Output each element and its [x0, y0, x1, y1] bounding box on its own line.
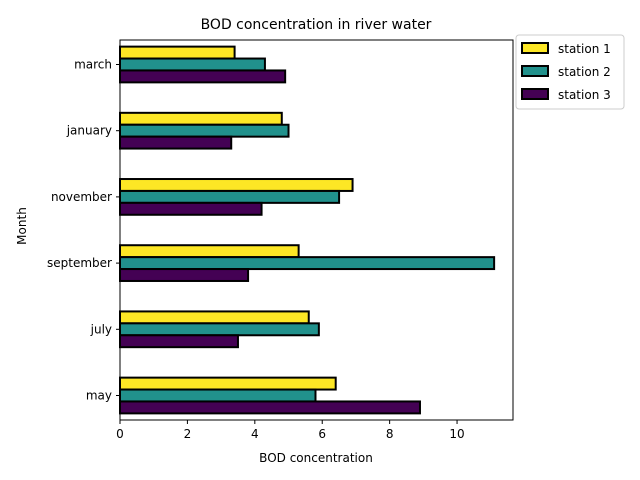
y-axis-label: Month: [15, 207, 29, 245]
y-tick-label: july: [90, 322, 112, 336]
x-axis-label: BOD concentration: [259, 451, 373, 465]
bar-september-station-2: [119, 256, 496, 271]
y-tick-label: november: [51, 190, 112, 204]
bar-november-station-3: [119, 201, 263, 216]
bar-march-station-1: [119, 45, 236, 60]
bar-may-station-3: [119, 400, 421, 415]
y-tick-label: march: [74, 57, 112, 71]
bar-september-station-3: [119, 268, 250, 282]
legend-swatch-station-2: [521, 65, 549, 77]
legend-swatch-station-3: [521, 88, 549, 100]
x-tick-label: 4: [251, 427, 259, 441]
bar-july-station-3: [119, 334, 239, 349]
bar-may-station-1: [119, 376, 337, 391]
y-tick-label: may: [86, 389, 112, 403]
bar-march-station-3: [119, 69, 287, 84]
y-tick-label: september: [47, 256, 112, 270]
x-tick-label: 2: [184, 427, 192, 441]
bars-layer: [119, 45, 496, 415]
legend-swatch-station-1: [521, 42, 549, 54]
x-tick-label: 6: [318, 427, 326, 441]
x-tick-label: 8: [386, 427, 394, 441]
x-tick-label: 10: [449, 427, 464, 441]
bar-january-station-1: [119, 111, 283, 126]
legend-label-station-2: station 2: [558, 65, 611, 79]
legend: station 1 station 2 station 3: [515, 34, 625, 110]
bar-january-station-2: [119, 123, 290, 138]
bar-november-station-2: [119, 189, 341, 204]
bar-november-station-1: [119, 178, 354, 192]
chart-title: BOD concentration in river water: [201, 17, 432, 33]
legend-label-station-3: station 3: [558, 88, 611, 102]
bar-march-station-2: [119, 57, 266, 72]
bar-july-station-2: [119, 322, 320, 337]
plot-frame: [119, 39, 514, 421]
y-tick-label: january: [66, 124, 112, 138]
bar-may-station-2: [119, 388, 317, 403]
bar-september-station-1: [119, 244, 300, 259]
bar-july-station-1: [119, 310, 310, 325]
x-tick-label: 0: [116, 427, 124, 441]
legend-label-station-1: station 1: [558, 42, 611, 56]
bar-january-station-3: [119, 135, 233, 150]
axes-layer: may july september november january march 0 2 4 6…: [47, 57, 465, 441]
